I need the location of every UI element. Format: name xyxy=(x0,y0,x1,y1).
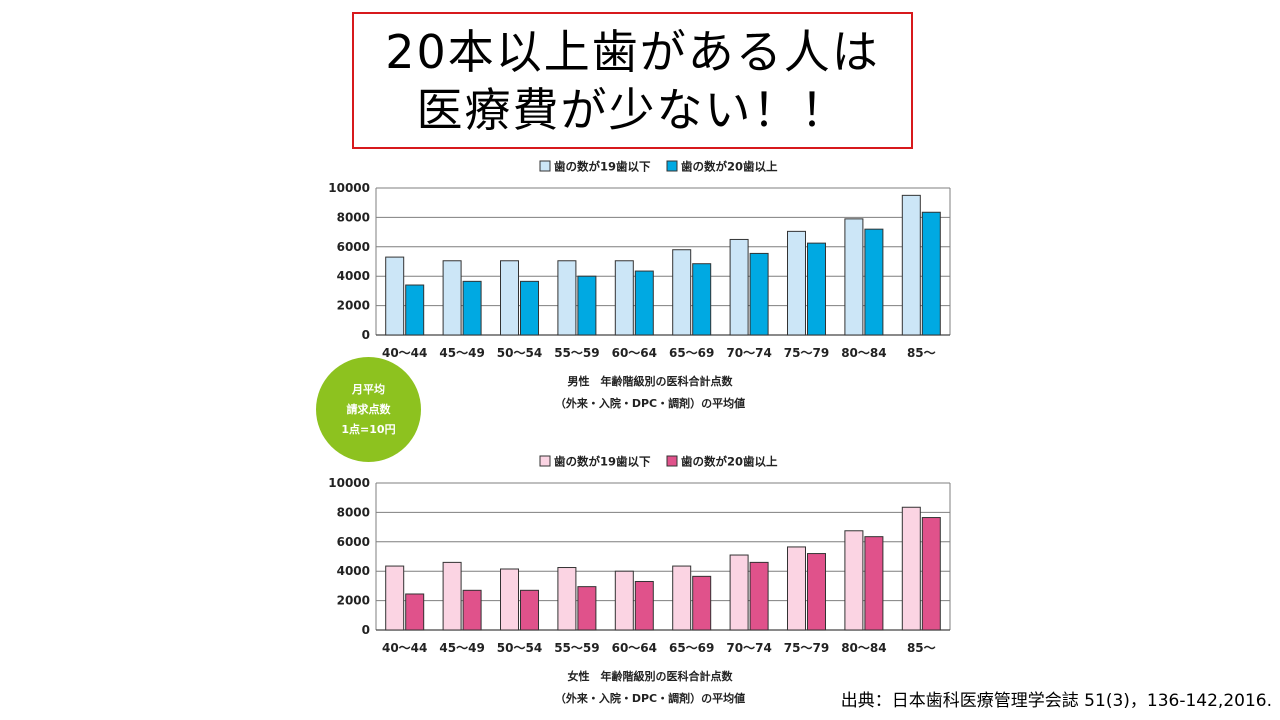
female-bar-teeth-20-or-more xyxy=(520,589,539,631)
female-legend-label: 歯の数が19歯以下 xyxy=(554,455,651,469)
female-bar-teeth-20-or-more xyxy=(749,561,769,631)
male-legend-swatch xyxy=(539,160,551,172)
male-ytick-label: 8000 xyxy=(337,210,370,224)
male-legend-label: 歯の数が19歯以下 xyxy=(554,160,651,174)
female-bar-teeth-19-or-fewer xyxy=(729,554,749,631)
female-ytick-label: 0 xyxy=(362,623,370,637)
male-bar-teeth-19-or-fewer xyxy=(557,260,577,336)
female-bar-teeth-20-or-more xyxy=(462,589,482,631)
male-ytick-label: 4000 xyxy=(337,269,370,283)
female-bar-teeth-19-or-fewer xyxy=(672,565,692,631)
male-bar-teeth-20-or-more xyxy=(405,284,425,336)
female-xtick-label: 45～49 xyxy=(439,641,484,655)
male-xtick-label: 55～59 xyxy=(554,346,599,360)
male-bar-teeth-19-or-fewer xyxy=(901,194,921,336)
female-chart-caption: 女性 年齢階級別の医科合計点数 （外来・入院・DPC・調剤）の平均値 xyxy=(540,666,760,710)
male-bar-teeth-19-or-fewer xyxy=(442,260,462,336)
female-xtick-label: 40～44 xyxy=(382,641,427,655)
male-xtick-label: 70～74 xyxy=(726,346,771,360)
female-ytick-label: 4000 xyxy=(337,564,370,578)
male-xtick-label: 75～79 xyxy=(784,346,829,360)
female-bar-teeth-20-or-more xyxy=(692,575,712,631)
female-bar-teeth-19-or-fewer xyxy=(557,567,577,631)
male-bar-teeth-20-or-more xyxy=(577,275,597,336)
male-chart-caption: 男性 年齢階級別の医科合計点数 （外来・入院・DPC・調剤）の平均値 xyxy=(540,371,760,415)
male-caption-line-1: 男性 年齢階級別の医科合計点数 xyxy=(567,375,733,388)
title-line-2: 医療費が少ない！！ xyxy=(416,82,849,137)
female-xtick-label: 70～74 xyxy=(726,641,771,655)
male-legend-swatch xyxy=(666,160,678,172)
female-bar-teeth-19-or-fewer xyxy=(901,506,921,631)
male-chart: 0 2000 4000 6000 8000 10000 40～44 45～49 50～54 55～… xyxy=(328,160,951,360)
female-xtick-label: 65～69 xyxy=(669,641,714,655)
female-bar-teeth-20-or-more xyxy=(807,553,826,631)
male-ytick-label: 0 xyxy=(362,328,370,342)
female-bar-teeth-19-or-fewer xyxy=(787,546,806,631)
male-xtick-label: 80～84 xyxy=(841,346,886,360)
female-caption-line-1: 女性 年齢階級別の医科合計点数 xyxy=(567,670,733,683)
title-line-1: 20本以上歯がある人は xyxy=(385,24,880,79)
female-bar-teeth-20-or-more xyxy=(577,586,597,631)
male-ytick-label: 6000 xyxy=(337,240,370,254)
male-bar-teeth-20-or-more xyxy=(807,242,826,336)
male-ytick-label: 10000 xyxy=(328,181,370,195)
male-bar-teeth-19-or-fewer xyxy=(385,256,405,336)
male-ytick-label: 2000 xyxy=(337,299,370,313)
male-legend-label: 歯の数が20歯以上 xyxy=(681,160,778,174)
female-ytick-label: 10000 xyxy=(328,476,370,490)
note-circle: 月平均 請求点数 1点=10円 xyxy=(316,357,421,462)
male-bar-teeth-20-or-more xyxy=(921,211,941,336)
female-ytick-label: 8000 xyxy=(337,505,370,519)
male-bar-teeth-20-or-more xyxy=(749,252,769,336)
male-bar-teeth-19-or-fewer xyxy=(787,230,806,336)
male-bar-teeth-19-or-fewer xyxy=(729,238,749,336)
male-bar-teeth-20-or-more xyxy=(520,280,539,336)
female-caption-line-2: （外来・入院・DPC・調剤）の平均値 xyxy=(554,692,746,705)
female-xtick-label: 75～79 xyxy=(784,641,829,655)
female-bar-teeth-20-or-more xyxy=(405,593,425,631)
female-bar-teeth-19-or-fewer xyxy=(844,530,864,631)
female-ytick-label: 6000 xyxy=(337,535,370,549)
female-legend-swatch xyxy=(539,455,551,467)
female-bar-teeth-19-or-fewer xyxy=(500,568,519,631)
note-line-1: 月平均 xyxy=(352,382,385,396)
male-bar-teeth-20-or-more xyxy=(864,228,884,336)
female-xtick-label: 55～59 xyxy=(554,641,599,655)
male-xtick-label: 60～64 xyxy=(612,346,657,360)
male-bar-teeth-19-or-fewer xyxy=(614,260,634,336)
source-citation: 出典：日本歯科医療管理学会誌 51(3)，136-142,2016. xyxy=(840,691,1272,711)
female-bar-teeth-20-or-more xyxy=(921,517,941,631)
female-xtick-label: 80～84 xyxy=(841,641,886,655)
female-ytick-label: 2000 xyxy=(337,594,370,608)
female-chart: 0 2000 4000 6000 8000 10000 40～44 45～49 50～54 55～… xyxy=(328,455,951,655)
female-bar-teeth-20-or-more xyxy=(634,580,654,631)
female-legend-swatch xyxy=(666,455,678,467)
female-bar-teeth-19-or-fewer xyxy=(614,570,634,631)
male-bar-teeth-20-or-more xyxy=(462,280,482,336)
male-xtick-label: 65～69 xyxy=(669,346,714,360)
male-bar-teeth-19-or-fewer xyxy=(844,218,864,336)
female-bar-teeth-19-or-fewer xyxy=(442,561,462,631)
female-xtick-label: 50～54 xyxy=(497,641,542,655)
male-xtick-label: 85～ xyxy=(907,346,936,360)
female-bar-teeth-19-or-fewer xyxy=(385,565,405,631)
note-line-3: 1点=10円 xyxy=(341,422,396,436)
male-caption-line-2: （外来・入院・DPC・調剤）の平均値 xyxy=(554,397,746,410)
female-bar-teeth-20-or-more xyxy=(864,536,884,631)
male-xtick-label: 40～44 xyxy=(382,346,427,360)
male-xtick-label: 50～54 xyxy=(497,346,542,360)
note-line-2: 請求点数 xyxy=(346,402,391,416)
female-xtick-label: 85～ xyxy=(907,641,936,655)
male-bar-teeth-19-or-fewer xyxy=(672,249,692,336)
female-xtick-label: 60～64 xyxy=(612,641,657,655)
male-bar-teeth-20-or-more xyxy=(634,270,654,336)
male-bar-teeth-20-or-more xyxy=(692,263,712,336)
female-legend-label: 歯の数が20歯以上 xyxy=(681,455,778,469)
title-box: 20本以上歯がある人は 医療費が少ない！！ xyxy=(352,12,913,149)
male-xtick-label: 45～49 xyxy=(439,346,484,360)
male-bar-teeth-19-or-fewer xyxy=(500,260,519,336)
